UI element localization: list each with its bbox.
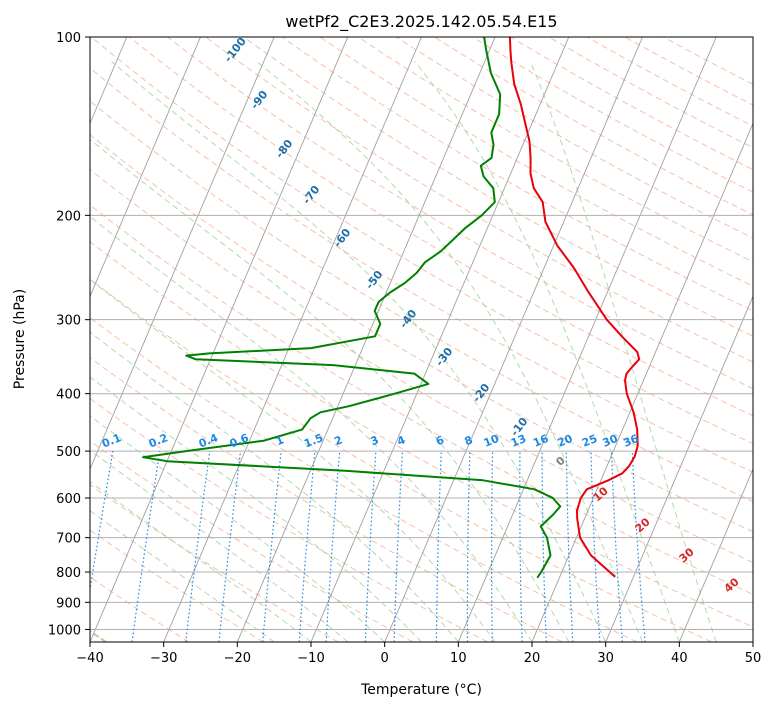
mixing-ratio-label: 3 xyxy=(369,433,381,448)
chart-title: wetPf2_C2E3.2025.142.05.54.E15 xyxy=(285,12,557,32)
isotherm-line xyxy=(384,37,643,642)
moist-adiabat xyxy=(90,331,459,642)
axes: −40 −30 −20 −10 0 10 20 30 40 50 100 200 300 400 500 60… xyxy=(48,31,761,666)
mixing-ratio-label: 10 xyxy=(482,432,501,450)
y-tick-label: 800 xyxy=(56,566,81,581)
mixing-ratio-line xyxy=(131,451,161,642)
moist-adiabat xyxy=(256,61,643,642)
sounding-series xyxy=(142,37,641,579)
mixing-ratio-label: 1 xyxy=(274,433,286,448)
isotherm-line xyxy=(90,37,275,471)
mixing-ratio-lines xyxy=(90,450,646,642)
x-tick-label: −20 xyxy=(224,651,251,666)
mixing-ratio-line xyxy=(262,451,282,642)
isotherm-line xyxy=(236,37,496,642)
mixing-ratio-label: 36 xyxy=(621,432,640,450)
plot-area: -100-90-80-70-60-50-40-30-20-10010203040… xyxy=(90,37,753,642)
y-tick-label: 500 xyxy=(56,445,81,460)
mixing-ratio-line xyxy=(185,451,211,642)
dry-adiabat xyxy=(90,37,753,445)
isotherms xyxy=(90,37,753,642)
dewpoint-line xyxy=(142,37,562,579)
moist-adiabat xyxy=(529,61,717,642)
mixing-ratio-label: 8 xyxy=(463,433,475,448)
dry-adiabat xyxy=(90,278,712,642)
isotherm-line xyxy=(457,37,717,642)
mixing-ratio-line xyxy=(631,451,646,642)
mixing-ratio-label: 25 xyxy=(580,432,599,450)
x-tick-label: 10 xyxy=(450,651,467,666)
dry-adiabat xyxy=(90,100,753,503)
moist-adiabat xyxy=(90,510,275,642)
x-tick-label: 50 xyxy=(745,651,762,666)
y-tick-label: 100 xyxy=(56,31,81,46)
y-tick-label: 400 xyxy=(56,388,81,403)
pressure-gridlines xyxy=(90,37,753,630)
y-tick-label: 600 xyxy=(56,492,81,507)
x-tick-label: −10 xyxy=(297,651,324,666)
moist-adiabat xyxy=(90,376,422,642)
dry-adiabat xyxy=(472,37,753,193)
plot-frame xyxy=(89,36,754,643)
dry-adiabat xyxy=(90,440,414,642)
moist-adiabat xyxy=(414,61,680,642)
x-tick-label: 0 xyxy=(381,651,389,666)
dry-adiabat xyxy=(90,168,753,564)
y-tick-label: 700 xyxy=(56,532,81,547)
moist-adiabat xyxy=(111,61,607,642)
y-tick-label: 1000 xyxy=(48,623,81,638)
x-tick-label: 40 xyxy=(671,651,688,666)
dry-adiabat xyxy=(434,37,753,216)
mixing-ratio-label: 16 xyxy=(531,432,550,450)
dry-adiabat xyxy=(396,37,753,239)
moist-adiabat xyxy=(90,481,312,642)
dry-adiabat xyxy=(90,317,638,642)
mixing-ratio-line xyxy=(298,451,316,642)
isotherm-line xyxy=(678,467,753,642)
mixing-ratio-label: 20 xyxy=(555,432,574,450)
mixing-ratio-label: 30 xyxy=(601,432,620,450)
x-tick-label: 30 xyxy=(597,651,614,666)
isotherm-line xyxy=(310,37,570,642)
mixing-ratio-line xyxy=(218,451,242,642)
isotherm-line xyxy=(605,295,753,642)
y-tick-label: 200 xyxy=(56,209,81,224)
mixing-ratio-label: 13 xyxy=(509,432,528,450)
dry-adiabat xyxy=(90,67,753,473)
y-tick-label: 900 xyxy=(56,596,81,611)
dry-adiabats xyxy=(90,37,753,642)
x-tick-label: −40 xyxy=(76,651,103,666)
x-tick-label: −30 xyxy=(150,651,177,666)
isotherm-line xyxy=(531,122,753,642)
isotherm-line xyxy=(163,37,422,642)
dry-adiabat xyxy=(90,356,563,642)
moist-adiabat xyxy=(90,449,349,642)
isotherm-line xyxy=(90,37,201,298)
mixing-ratio-line xyxy=(90,450,114,594)
temperature-line xyxy=(508,37,641,578)
y-tick-label: 300 xyxy=(56,314,81,329)
moist-adiabat xyxy=(90,415,386,642)
dry-adiabat xyxy=(90,241,753,628)
y-axis-label: Pressure (hPa) xyxy=(12,289,28,389)
dry-adiabat xyxy=(510,37,753,171)
isotherm-line xyxy=(90,37,349,642)
x-tick-label: 20 xyxy=(524,651,541,666)
mixing-ratio-label: 2 xyxy=(332,433,344,448)
dry-adiabat xyxy=(90,204,753,595)
x-axis-label: Temperature (°C) xyxy=(360,682,482,698)
